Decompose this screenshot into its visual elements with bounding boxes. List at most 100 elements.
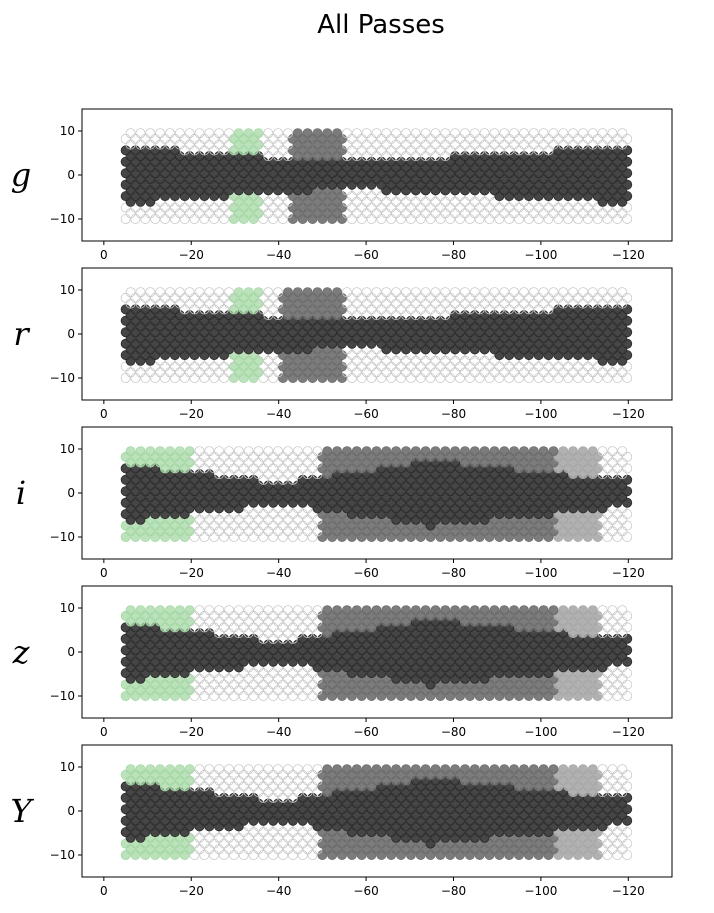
point-marker — [622, 691, 633, 702]
point-marker — [597, 787, 608, 798]
point-marker — [617, 287, 628, 298]
point-marker — [523, 145, 534, 156]
point-marker — [135, 446, 146, 457]
point-marker — [263, 208, 274, 219]
point-marker — [268, 292, 279, 303]
point-marker — [459, 446, 470, 457]
point-marker — [400, 446, 411, 457]
point-marker — [282, 287, 293, 298]
point-marker — [145, 605, 156, 616]
point-marker — [450, 128, 461, 139]
point-marker — [164, 355, 175, 366]
point-marker — [440, 367, 451, 378]
point-marker — [430, 208, 441, 219]
point-marker — [548, 367, 559, 378]
point-marker — [204, 673, 215, 684]
point-marker — [573, 202, 584, 213]
point-marker — [514, 145, 525, 156]
point-marker — [440, 208, 451, 219]
point-marker — [174, 355, 185, 366]
point-marker — [445, 350, 456, 361]
point-marker — [499, 764, 510, 775]
point-marker — [602, 827, 613, 838]
point-marker — [450, 764, 461, 775]
point-marker — [209, 838, 220, 849]
point-marker — [420, 287, 431, 298]
point-marker — [263, 355, 274, 366]
point-marker — [282, 639, 293, 650]
point-marker — [179, 133, 190, 144]
point-marker — [435, 315, 446, 326]
point-marker — [209, 361, 220, 372]
point-marker — [459, 355, 470, 366]
point-marker — [509, 151, 520, 162]
point-marker — [292, 616, 303, 627]
point-marker — [189, 213, 200, 224]
point-marker — [558, 446, 569, 457]
point-marker — [297, 838, 308, 849]
point-marker — [189, 679, 200, 690]
point-marker — [459, 367, 470, 378]
point-marker — [582, 372, 593, 383]
point-marker — [410, 298, 421, 309]
point-marker — [199, 292, 210, 303]
point-marker — [523, 292, 534, 303]
point-marker — [258, 792, 269, 803]
y-tick-label: −10 — [50, 689, 75, 703]
point-marker — [155, 196, 166, 207]
point-marker — [538, 605, 549, 616]
point-marker — [258, 191, 269, 202]
point-marker — [263, 151, 274, 162]
point-marker — [238, 509, 249, 520]
point-marker — [395, 133, 406, 144]
point-marker — [282, 764, 293, 775]
point-marker — [253, 628, 264, 639]
point-marker — [169, 292, 180, 303]
point-marker — [386, 304, 397, 315]
point-marker — [612, 781, 623, 792]
point-marker — [538, 139, 549, 150]
point-marker — [445, 202, 456, 213]
point-marker — [238, 679, 249, 690]
point-marker — [386, 133, 397, 144]
point-marker — [445, 133, 456, 144]
point-marker — [223, 196, 234, 207]
point-marker — [214, 685, 225, 696]
point-marker — [223, 287, 234, 298]
point-marker — [297, 781, 308, 792]
point-marker — [582, 304, 593, 315]
point-marker — [415, 133, 426, 144]
point-marker — [617, 764, 628, 775]
point-marker — [199, 451, 210, 462]
point-marker — [228, 610, 239, 621]
point-marker — [184, 128, 195, 139]
point-marker — [425, 145, 436, 156]
point-marker — [391, 128, 402, 139]
point-marker — [277, 509, 288, 520]
point-marker — [258, 372, 269, 383]
point-marker — [504, 372, 515, 383]
point-marker — [130, 133, 141, 144]
point-marker — [150, 361, 161, 372]
point-marker — [194, 844, 205, 855]
point-marker — [199, 668, 210, 679]
point-marker — [474, 202, 485, 213]
point-marker — [209, 292, 220, 303]
point-marker — [184, 605, 195, 616]
point-marker — [302, 605, 313, 616]
point-marker — [474, 372, 485, 383]
point-marker — [420, 208, 431, 219]
point-marker — [268, 350, 279, 361]
point-marker — [351, 139, 362, 150]
point-marker — [356, 156, 367, 167]
point-marker — [228, 769, 239, 780]
point-marker — [356, 304, 367, 315]
point-marker — [474, 350, 485, 361]
point-marker — [223, 298, 234, 309]
point-marker — [420, 310, 431, 321]
point-marker — [155, 446, 166, 457]
point-marker — [563, 213, 574, 224]
point-marker — [189, 304, 200, 315]
point-marker — [351, 605, 362, 616]
point-marker — [248, 792, 259, 803]
